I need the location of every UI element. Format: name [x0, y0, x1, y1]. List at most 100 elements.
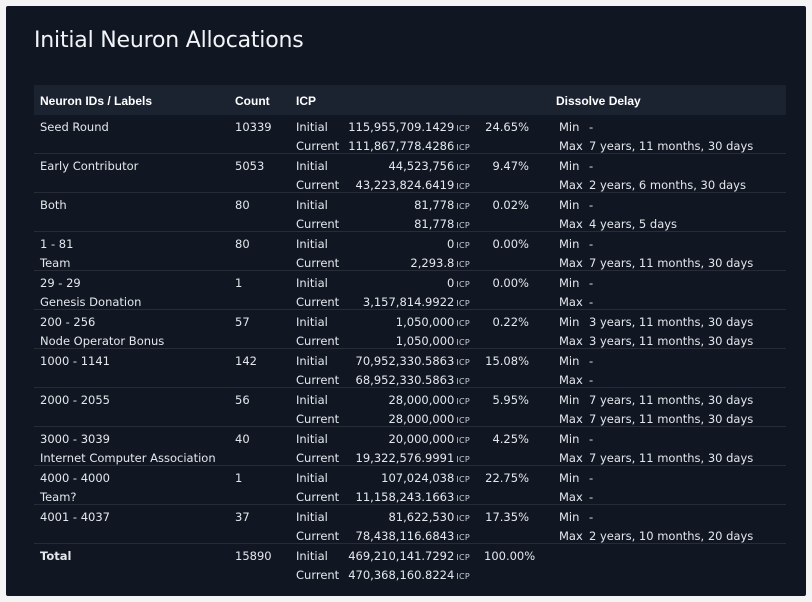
neuron-label: Team?	[40, 490, 77, 504]
icp-unit: ICP	[456, 514, 470, 523]
table-row: Both 80 Initial Current 81,778 ICP 81,778 ICP 0.…	[34, 193, 786, 232]
icp-unit: ICP	[456, 143, 470, 152]
table-row: 1 - 81 Team 80 Initial Current 0 ICP 2,293.8 ICP…	[34, 232, 786, 271]
allocation-percent: 24.65%	[485, 120, 529, 134]
initial-label: Initial	[296, 198, 328, 212]
icp-unit: ICP	[456, 163, 470, 172]
neuron-count: 56	[235, 393, 250, 407]
icp-unit: ICP	[456, 299, 470, 308]
allocation-percent: 15.08%	[485, 354, 529, 368]
initial-label: Initial	[296, 237, 328, 251]
neuron-label: Internet Computer Association	[40, 451, 216, 465]
min-label: Min	[559, 198, 580, 212]
current-icp-value: 3,157,814.9922	[362, 295, 455, 309]
max-label: Max	[559, 373, 583, 387]
current-icp: 19,322,576.9991 ICP	[356, 451, 470, 465]
neuron-count: 1	[235, 276, 243, 290]
neuron-id-range: 4001 - 4037	[40, 510, 110, 524]
initial-icp-value: 44,523,756	[388, 159, 455, 173]
min-delay: 7 years, 11 months, 30 days	[589, 393, 754, 407]
initial-label: Initial	[296, 120, 328, 134]
current-label: Current	[296, 373, 340, 387]
header-count: Count	[235, 94, 270, 108]
initial-icp-value: 20,000,000	[388, 432, 455, 446]
initial-icp-value: 0	[447, 276, 455, 290]
icp-unit: ICP	[456, 241, 470, 250]
neuron-count: 1	[235, 471, 243, 485]
neuron-count: 57	[235, 315, 250, 329]
icp-unit: ICP	[456, 182, 470, 191]
table-row: 200 - 256 Node Operator Bonus 57 Initial Cur…	[34, 310, 786, 349]
current-label: Current	[296, 139, 340, 153]
min-delay: 3 years, 11 months, 30 days	[589, 315, 754, 329]
neuron-label: Genesis Donation	[40, 295, 142, 309]
current-icp: 1,050,000 ICP	[396, 334, 470, 348]
page-title: Initial Neuron Allocations	[34, 28, 304, 53]
table-row: 2000 - 2055 56 Initial Current 28,000,000 ICP…	[34, 388, 786, 427]
neuron-id-range: Seed Round	[40, 120, 109, 134]
initial-icp-value: 0	[447, 237, 455, 251]
table-row: 3000 - 3039 Internet Computer Association…	[34, 427, 786, 466]
neuron-count: 10339	[235, 120, 272, 134]
allocations-panel: Initial Neuron Allocations Neuron IDs / …	[6, 6, 806, 596]
initial-icp-value: 107,024,038	[381, 471, 455, 485]
current-label: Current	[296, 490, 340, 504]
max-delay: 2 years, 10 months, 20 days	[589, 529, 754, 543]
max-label: Max	[559, 529, 583, 543]
icp-unit: ICP	[456, 455, 470, 464]
min-label: Min	[559, 120, 580, 134]
max-label: Max	[559, 412, 583, 426]
min-label: Min	[559, 315, 580, 329]
current-icp: 470,368,160.8224 ICP	[348, 568, 470, 582]
neuron-count: 142	[235, 354, 257, 368]
initial-icp: 469,210,141.7292 ICP	[348, 549, 470, 563]
icp-unit: ICP	[456, 436, 470, 445]
allocation-percent: 9.47%	[492, 159, 529, 173]
icp-unit: ICP	[456, 475, 470, 484]
initial-label: Initial	[296, 549, 328, 563]
max-label: Max	[559, 139, 583, 153]
neuron-count: 80	[235, 237, 250, 251]
max-delay: 4 years, 5 days	[589, 217, 678, 231]
current-icp: 68,952,330.5863 ICP	[356, 373, 470, 387]
table-body: Seed Round 10339 Initial Current 115,955,709…	[34, 115, 786, 584]
initial-label: Initial	[296, 159, 328, 173]
initial-icp-value: 469,210,141.7292	[348, 549, 455, 563]
total-label: Total	[40, 549, 72, 563]
neuron-id-range: 3000 - 3039	[40, 432, 110, 446]
max-label: Max	[559, 451, 583, 465]
initial-icp-value: 81,622,530	[388, 510, 455, 524]
neuron-id-range: 2000 - 2055	[40, 393, 110, 407]
max-delay: 7 years, 11 months, 30 days	[589, 139, 754, 153]
current-icp: 28,000,000 ICP	[388, 412, 470, 426]
neuron-label: Node Operator Bonus	[40, 334, 165, 348]
icp-unit: ICP	[456, 533, 470, 542]
min-label: Min	[559, 393, 580, 407]
initial-icp-value: 1,050,000	[395, 315, 455, 329]
current-label: Current	[296, 451, 340, 465]
initial-icp-value: 81,778	[414, 198, 455, 212]
table-row: 1000 - 1141 142 Initial Current 70,952,330.5…	[34, 349, 786, 388]
neuron-id-range: 1 - 81	[40, 237, 74, 251]
allocation-percent: 0.00%	[492, 237, 529, 251]
max-delay: 7 years, 11 months, 30 days	[589, 412, 754, 426]
allocations-table: Neuron IDs / Labels Count ICP Dissolve D…	[34, 85, 786, 584]
initial-icp-value: 115,955,709.1429	[348, 120, 455, 134]
neuron-count: 80	[235, 198, 250, 212]
neuron-id-range: Early Contributor	[40, 159, 139, 173]
allocation-percent: 0.00%	[492, 276, 529, 290]
header-dissolve-delay: Dissolve Delay	[556, 94, 641, 108]
icp-unit: ICP	[456, 124, 470, 133]
current-icp-value: 28,000,000	[388, 412, 455, 426]
initial-icp: 81,622,530 ICP	[388, 510, 470, 524]
current-icp-value: 2,293.8	[410, 256, 455, 270]
max-delay: -	[589, 295, 594, 309]
max-delay: -	[589, 373, 594, 387]
current-icp: 111,867,778.4286 ICP	[348, 139, 470, 153]
neuron-label: Team	[40, 256, 71, 270]
current-icp: 11,158,243.1663 ICP	[356, 490, 470, 504]
initial-label: Initial	[296, 354, 328, 368]
initial-icp: 0 ICP	[447, 237, 470, 251]
max-delay: 7 years, 11 months, 30 days	[589, 451, 754, 465]
icp-unit: ICP	[456, 553, 470, 562]
